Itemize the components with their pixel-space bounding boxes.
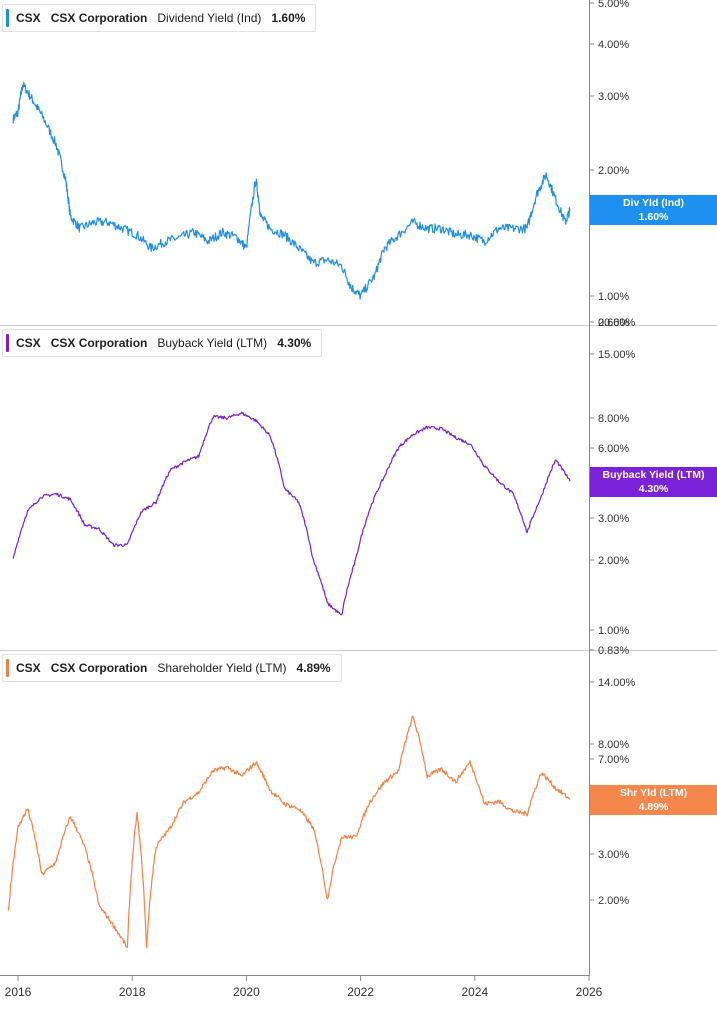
badge-value: 4.89% <box>590 800 717 814</box>
y-tick-label: 3.00% <box>598 849 629 861</box>
value-badge-1: Div Yld (Ind) 1.60% <box>590 195 717 225</box>
y-tick-label: 5.00% <box>598 0 629 10</box>
legend-value: 1.60% <box>271 11 305 25</box>
legend-ticker: CSX <box>16 661 41 675</box>
y-tick-label: 2.00% <box>598 165 629 177</box>
legend-panel-3[interactable]: CSX CSX Corporation Shareholder Yield (L… <box>2 654 342 682</box>
legend-panel-1[interactable]: CSX CSX Corporation Dividend Yield (Ind)… <box>2 4 316 32</box>
legend-metric: Buyback Yield (LTM) <box>157 336 267 350</box>
legend-company: CSX Corporation <box>51 336 148 350</box>
x-tick-label: 2020 <box>233 985 260 999</box>
x-tick-label: 2018 <box>119 985 146 999</box>
y-tick-label: 8.00% <box>598 739 629 751</box>
legend-swatch-2 <box>6 334 9 352</box>
x-tick-label: 2016 <box>5 985 32 999</box>
legend-company: CSX Corporation <box>51 11 148 25</box>
legend-company: CSX Corporation <box>51 661 148 675</box>
legend-metric: Shareholder Yield (LTM) <box>157 661 286 675</box>
badge-label: Div Yld (Ind) <box>590 196 717 210</box>
badge-value: 4.30% <box>590 482 717 496</box>
y-tick-label: 1.00% <box>598 291 629 303</box>
y-tick-label: 20.00% <box>598 317 636 329</box>
badge-label: Buyback Yield (LTM) <box>590 468 717 482</box>
y-tick-label: 3.00% <box>598 91 629 103</box>
badge-value: 1.60% <box>590 210 717 224</box>
legend-swatch-3 <box>6 659 9 677</box>
series-layer <box>8 82 570 948</box>
y-tick-label: 2.00% <box>598 895 629 907</box>
y-tick-label: 1.00% <box>598 625 629 637</box>
legend-value: 4.89% <box>297 661 331 675</box>
x-tick-label: 2024 <box>461 985 488 999</box>
series-line-panel-2 <box>13 412 570 615</box>
badge-label: Shr Yld (LTM) <box>590 786 717 800</box>
legend-panel-2[interactable]: CSX CSX Corporation Buyback Yield (LTM) … <box>2 329 322 357</box>
legend-ticker: CSX <box>16 11 41 25</box>
y-tick-label: 6.00% <box>598 443 629 455</box>
legend-metric: Dividend Yield (Ind) <box>157 11 261 25</box>
value-badge-2: Buyback Yield (LTM) 4.30% <box>590 467 717 497</box>
x-tick-label: 2026 <box>576 985 603 999</box>
y-tick-label: 8.00% <box>598 413 629 425</box>
y-tick-label: 4.00% <box>598 39 629 51</box>
value-badge-3: Shr Yld (LTM) 4.89% <box>590 785 717 815</box>
series-line-panel-3 <box>9 716 571 948</box>
legend-value: 4.30% <box>277 336 311 350</box>
y-tick-label: 3.00% <box>598 513 629 525</box>
y-tick-label: 15.00% <box>598 349 636 361</box>
legend-ticker: CSX <box>16 336 41 350</box>
legend-swatch-1 <box>6 9 9 27</box>
y-tick-label: 14.00% <box>598 677 636 689</box>
x-tick-label: 2022 <box>347 985 374 999</box>
y-tick-label: 0.83% <box>598 645 629 657</box>
series-line-panel-1 <box>13 82 570 299</box>
y-tick-label: 2.00% <box>598 555 629 567</box>
y-tick-label: 7.00% <box>598 754 629 766</box>
